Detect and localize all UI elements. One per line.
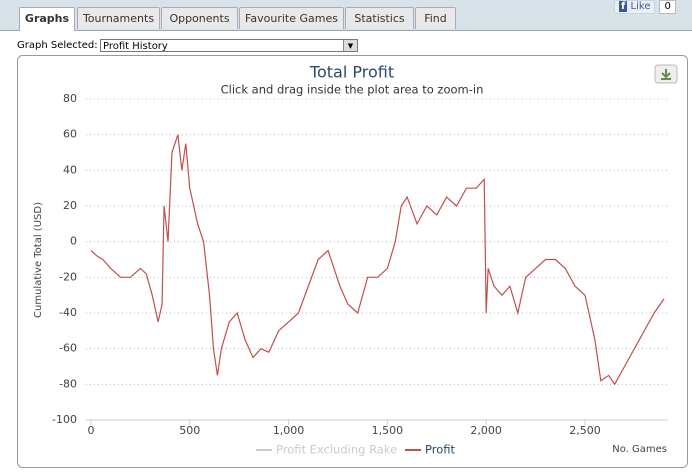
select-arrow: ▼: [343, 40, 357, 51]
y-tick-label: -80: [59, 377, 77, 390]
chart-subtitle: Click and drag inside the plot area to z…: [221, 83, 484, 97]
chart-frame: [17, 55, 688, 468]
y-tick-label: -20: [59, 270, 77, 283]
x-tick-label: 2,000: [470, 424, 502, 437]
x-tick-label: 0: [87, 424, 94, 437]
y-tick-label: 40: [63, 163, 77, 176]
tab[interactable]: Statistics: [345, 7, 414, 29]
like-count: 0: [659, 0, 676, 14]
like-widget: f Like 0: [614, 0, 676, 14]
graph-select[interactable]: Profit History ▼: [100, 39, 358, 52]
tab[interactable]: Favourite Games: [239, 7, 344, 29]
y-tick-label: -60: [59, 342, 77, 355]
legend-label[interactable]: Profit: [425, 443, 455, 457]
y-tick-label: -100: [52, 413, 77, 426]
legend-label[interactable]: Profit Excluding Rake: [276, 443, 397, 457]
y-axis-label: Cumulative Total (USD): [33, 202, 44, 318]
tab[interactable]: Find: [415, 7, 456, 29]
tab[interactable]: Graphs: [19, 7, 75, 31]
like-label: Like: [630, 1, 651, 12]
select-label: Graph Selected:: [17, 40, 98, 51]
chart-title: Total Profit: [309, 63, 394, 82]
x-tick-label: 1,500: [372, 424, 404, 437]
select-value: Profit History: [103, 41, 168, 52]
y-tick-label: 60: [63, 128, 77, 141]
y-tick-label: 0: [70, 235, 77, 248]
y-tick-label: 80: [63, 92, 77, 105]
like-button[interactable]: f Like: [614, 0, 656, 14]
tab[interactable]: Tournaments: [77, 7, 160, 29]
export-button[interactable]: [654, 64, 678, 84]
series-line: [90, 134, 665, 386]
x-tick-label: 2,500: [569, 424, 601, 437]
x-axis-label: No. Games: [612, 444, 667, 455]
x-tick-label: 1,000: [273, 424, 305, 437]
x-tick-label: 500: [179, 424, 200, 437]
tab[interactable]: Opponents: [161, 7, 238, 29]
y-tick-label: 20: [63, 199, 77, 212]
y-tick-label: -40: [59, 306, 77, 319]
